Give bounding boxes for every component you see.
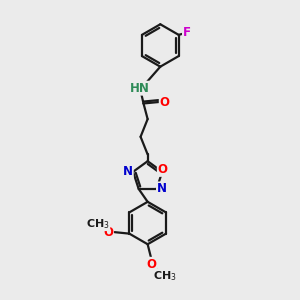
Text: HN: HN bbox=[130, 82, 150, 95]
Text: CH$_3$: CH$_3$ bbox=[153, 269, 177, 283]
Text: CH$_3$: CH$_3$ bbox=[86, 217, 110, 230]
Text: O: O bbox=[147, 258, 157, 271]
Text: O: O bbox=[158, 163, 168, 176]
Text: O: O bbox=[160, 95, 170, 109]
Text: N: N bbox=[123, 165, 133, 178]
Text: O: O bbox=[103, 226, 113, 239]
Text: F: F bbox=[183, 26, 191, 39]
Text: N: N bbox=[157, 182, 167, 195]
